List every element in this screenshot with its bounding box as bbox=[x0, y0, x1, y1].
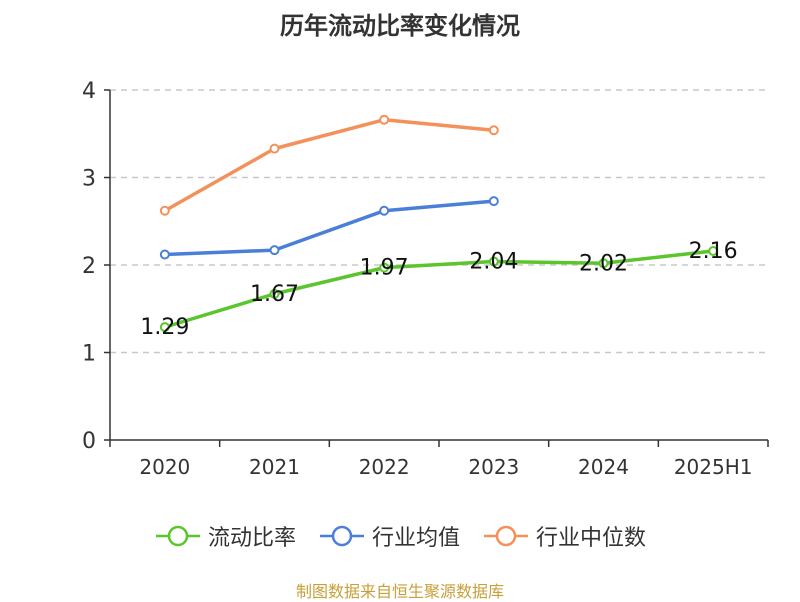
data-point bbox=[269, 288, 280, 299]
legend-item-industry-median[interactable]: 行业中位数 bbox=[482, 520, 646, 552]
legend-marker-icon bbox=[319, 525, 364, 547]
data-point bbox=[598, 258, 609, 269]
data-labels: 1.29 1.67 1.97 2.04 2.02 2.16 bbox=[140, 239, 737, 340]
series-line bbox=[164, 199, 494, 257]
x-tick-label: 2024 bbox=[578, 455, 629, 479]
y-tick-label: 0 bbox=[82, 429, 96, 454]
legend-marker-icon bbox=[484, 525, 528, 547]
data-point bbox=[379, 114, 390, 125]
legend-label: 行业中位数 bbox=[536, 526, 647, 551]
y-tick-label: 1 bbox=[82, 342, 96, 367]
x-tick-label: 2023 bbox=[468, 455, 519, 479]
data-label: 2.02 bbox=[579, 251, 628, 276]
data-point bbox=[488, 125, 499, 136]
data-point bbox=[159, 205, 170, 216]
source-note: 制图数据来自恒生聚源数据库 bbox=[295, 582, 504, 601]
series-line bbox=[164, 249, 714, 329]
data-point bbox=[379, 205, 390, 216]
series-line bbox=[163, 118, 495, 213]
data-label: 1.29 bbox=[140, 315, 189, 340]
y-tick-label: 4 bbox=[82, 79, 96, 104]
data-point bbox=[159, 322, 170, 333]
chart-title: 历年流动比率变化情况 bbox=[280, 12, 520, 40]
y-tick-label: 3 bbox=[82, 167, 96, 192]
x-tick-label: 2020 bbox=[139, 455, 190, 479]
data-point bbox=[269, 245, 280, 256]
legend-label: 行业均值 bbox=[371, 526, 460, 551]
legend: 流动比率 行业均值 行业中位数 bbox=[0, 520, 800, 552]
y-tick-label: 2 bbox=[82, 254, 96, 279]
x-tick-label: 2021 bbox=[249, 455, 300, 479]
data-label: 1.97 bbox=[360, 256, 409, 281]
x-tick-label: 2022 bbox=[359, 455, 410, 479]
x-tick-label: 2025H1 bbox=[674, 455, 753, 479]
data-point bbox=[708, 246, 719, 256]
data-point bbox=[488, 196, 499, 207]
data-label: 2.16 bbox=[689, 239, 738, 264]
legend-item-industry-mean[interactable]: 行业均值 bbox=[318, 520, 460, 552]
axes: 0 1 2 3 4 2020 2021 2022 2023 2024 2025H1 bbox=[82, 79, 769, 479]
data-point bbox=[379, 262, 390, 273]
legend-marker-icon bbox=[155, 525, 200, 547]
data-label: 1.67 bbox=[250, 282, 299, 307]
data-label: 2.04 bbox=[469, 250, 518, 275]
data-point bbox=[488, 256, 499, 267]
data-point bbox=[269, 143, 280, 154]
series bbox=[159, 114, 719, 333]
legend-label: 流动比率 bbox=[207, 526, 296, 551]
data-point bbox=[159, 249, 170, 260]
legend-item-current-ratio[interactable]: 流动比率 bbox=[154, 520, 296, 552]
